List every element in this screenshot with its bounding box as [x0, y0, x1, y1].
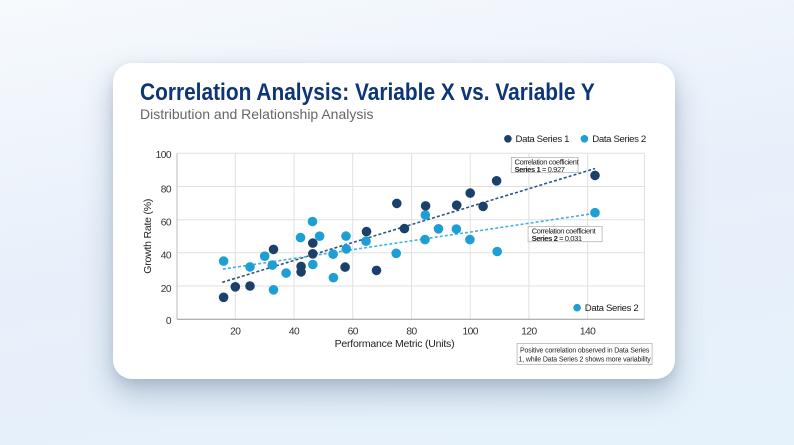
svg-text:Data Series 1: Data Series 1	[516, 134, 570, 145]
svg-text:Correlation coefficient: Correlation coefficient	[532, 227, 597, 236]
svg-text:Positive correlation observed: Positive correlation observed in Data Se…	[520, 348, 650, 355]
svg-text:80: 80	[406, 326, 417, 337]
svg-text:Series 1 = 0.927: Series 1 = 0.927	[515, 165, 565, 174]
svg-text:Performance Metric (Units): Performance Metric (Units)	[335, 338, 455, 350]
svg-text:40: 40	[161, 251, 172, 262]
svg-text:20: 20	[161, 284, 172, 295]
svg-text:60: 60	[348, 326, 359, 337]
svg-text:Data Series 2: Data Series 2	[585, 303, 639, 314]
svg-text:Correlation coefficient: Correlation coefficient	[515, 158, 580, 167]
svg-text:60: 60	[161, 218, 172, 229]
svg-text:80: 80	[161, 184, 172, 195]
svg-text:Series 2 = 0.031: Series 2 = 0.031	[532, 234, 582, 243]
svg-text:100: 100	[156, 150, 172, 161]
svg-text:1, while Data Series 2 shows m: 1, while Data Series 2 shows more variab…	[519, 357, 652, 364]
svg-text:120: 120	[521, 326, 537, 337]
svg-text:100: 100	[463, 326, 479, 337]
svg-text:Data Series 2: Data Series 2	[592, 134, 646, 145]
svg-text:Growth Rate (%): Growth Rate (%)	[142, 199, 154, 274]
svg-text:40: 40	[289, 326, 300, 337]
svg-text:140: 140	[580, 326, 596, 337]
svg-text:20: 20	[230, 326, 241, 337]
svg-text:0: 0	[166, 316, 172, 327]
